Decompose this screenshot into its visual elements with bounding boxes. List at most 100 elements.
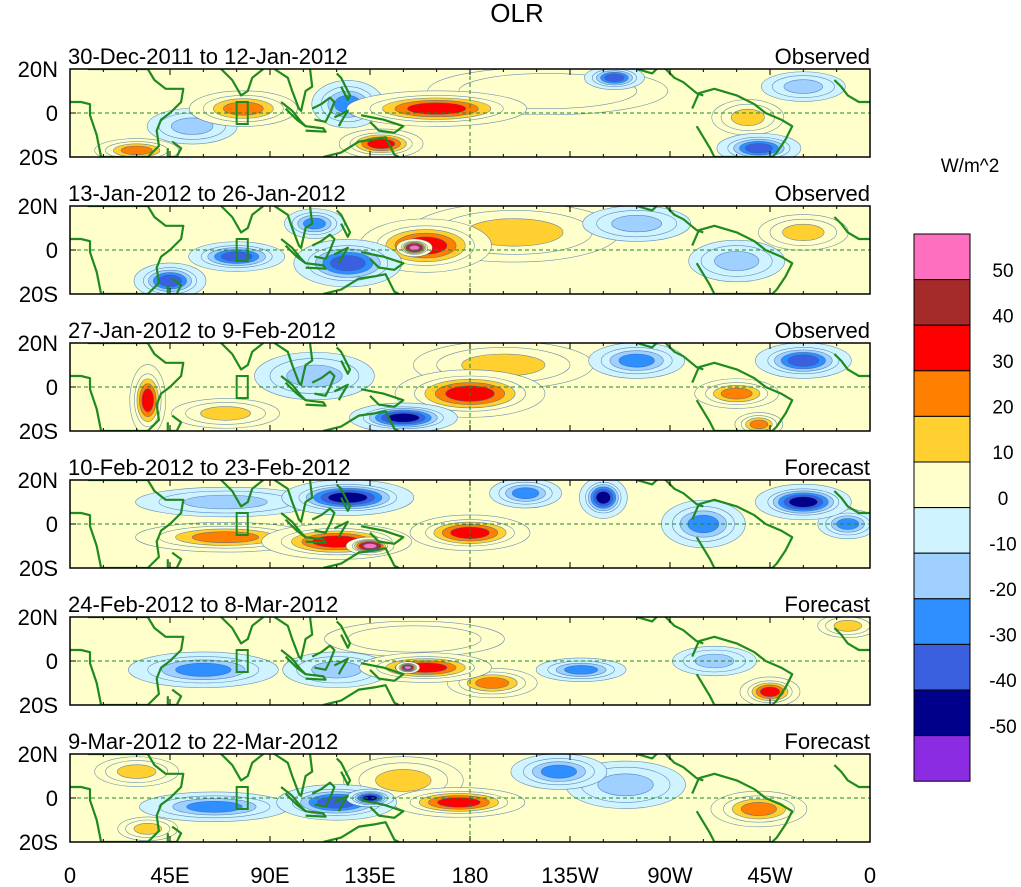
coastline (833, 216, 870, 241)
coastline (166, 551, 183, 568)
anomaly-contour (407, 102, 467, 115)
coastline (70, 343, 185, 431)
coastline (305, 262, 327, 270)
anomaly-contour (200, 406, 251, 421)
coastline (70, 754, 185, 842)
coastline (333, 383, 349, 401)
anomaly-field (94, 754, 808, 841)
colorbar-label: 20 (992, 398, 1013, 419)
colorbar: W/m^2 50 40 30 20 10 0 -10 -20 -30 -40 -50 (913, 156, 1017, 782)
y-tick-label: 0 (46, 238, 58, 263)
colorbar-label: 50 (992, 261, 1013, 282)
colorbar-label: -20 (989, 580, 1016, 601)
colorbar-swatch (913, 324, 971, 372)
coastline (323, 136, 400, 157)
panel-kind: Observed (775, 44, 870, 69)
anomaly-contour (362, 795, 378, 801)
colorbar-swatch (913, 735, 971, 782)
y-tick-label: 20N (18, 468, 58, 493)
colorbar-label: -40 (989, 671, 1016, 692)
y-tick-label: 0 (46, 512, 58, 537)
coastline (360, 251, 405, 271)
panel-period: 27-Jan-2012 to 9-Feb-2012 (68, 318, 336, 343)
colorbar-swatch (913, 461, 971, 509)
y-tick-label: 20S (19, 145, 58, 170)
panel-period: 30-Dec-2011 to 12-Jan-2012 (68, 44, 348, 69)
coastline (273, 69, 314, 112)
coastline (323, 684, 400, 705)
coastline (335, 209, 352, 238)
panel-4: 20N 0 20S 10-Feb-2012 to 23-Feb-2012 Forecas… (18, 455, 871, 581)
coastline (691, 498, 794, 568)
anomaly-contour (511, 487, 540, 500)
x-tick-label: 0 (864, 863, 876, 887)
x-tick-label: 135E (344, 863, 395, 887)
coastline (311, 370, 336, 397)
coastline (280, 649, 307, 676)
coastline (311, 233, 336, 260)
anomaly-field (133, 206, 849, 294)
coastline (305, 810, 327, 818)
coastline (70, 206, 185, 294)
coastline (273, 754, 314, 797)
colorbar-swatch (913, 643, 971, 691)
coastline (280, 375, 307, 402)
coastline (220, 617, 264, 645)
coastline (360, 525, 405, 545)
coastline (220, 480, 264, 508)
panel-period: 24-Feb-2012 to 8-Mar-2012 (68, 592, 338, 617)
coastline (311, 644, 336, 671)
coastline (323, 410, 400, 431)
anomaly-contour (782, 223, 825, 241)
coastline (280, 101, 307, 128)
y-tick-label: 20N (18, 194, 58, 219)
coastline (833, 764, 870, 789)
coastline (220, 69, 264, 97)
coastlines (70, 69, 870, 157)
panel-period: 13-Jan-2012 to 26-Jan-2012 (68, 181, 346, 206)
coastline (305, 399, 327, 407)
coastline (273, 343, 314, 386)
anomaly-contour (730, 108, 765, 126)
coastline (833, 79, 870, 104)
anomaly-contour (604, 73, 625, 82)
coastline (280, 512, 307, 539)
coastline (333, 657, 349, 675)
anomaly-contour (611, 215, 662, 233)
colorbar-swatch (913, 279, 971, 326)
anomaly-field (129, 343, 852, 431)
panel-period: 10-Feb-2012 to 23-Feb-2012 (68, 455, 351, 480)
coastline (70, 617, 185, 705)
panel-kind: Forecast (784, 592, 870, 617)
anomaly-contour (787, 354, 820, 367)
anomaly-contour (158, 274, 182, 287)
colorbar-label: 10 (992, 443, 1013, 464)
coastlines (70, 754, 870, 842)
anomaly-contour (740, 802, 777, 816)
y-tick-label: 20S (19, 693, 58, 718)
panel-kind: Forecast (784, 455, 870, 480)
x-tick-label: 90E (250, 863, 289, 887)
coastline (335, 483, 352, 512)
coastline (273, 617, 314, 660)
coastline (323, 273, 400, 294)
coastlines (70, 617, 870, 705)
panel-6: 20N 0 20S 9-Mar-2012 to 22-Mar-2012 Forecast (18, 729, 871, 855)
colorbar-swatch (913, 370, 971, 417)
x-tick-label: 90W (647, 863, 692, 887)
panel-1: 20N 0 20S 30-Dec-2011 to 12-Jan-2012 Observe… (18, 44, 871, 170)
colorbar-label: 0 (998, 489, 1009, 510)
colorbar-label: 30 (992, 352, 1013, 373)
colorbar-units: W/m^2 (941, 156, 1000, 177)
coastline (166, 140, 183, 157)
y-tick-label: 0 (46, 101, 58, 126)
anomaly-contour (759, 686, 781, 697)
anomaly-contour (437, 797, 481, 808)
anomaly-contour (597, 773, 654, 797)
y-tick-label: 0 (46, 786, 58, 811)
anomaly-contour (171, 117, 214, 135)
anomaly-contour (744, 143, 773, 154)
anomaly-contour (363, 543, 377, 549)
coastline (323, 821, 400, 842)
